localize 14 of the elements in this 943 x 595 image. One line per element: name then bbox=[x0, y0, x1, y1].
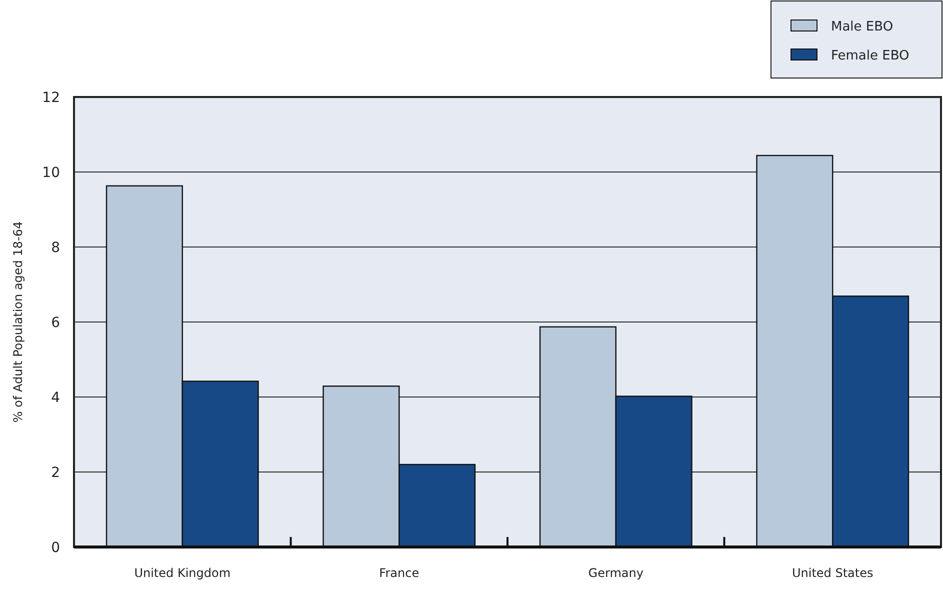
y-tick-label: 2 bbox=[51, 464, 60, 481]
x-tick-label: United Kingdom bbox=[134, 566, 231, 580]
x-tick-label: France bbox=[379, 566, 420, 580]
y-tick-label: 8 bbox=[51, 240, 60, 256]
y-tick-label: 6 bbox=[51, 314, 60, 331]
x-tick-label: United States bbox=[792, 566, 874, 580]
y-tick-label: 4 bbox=[51, 390, 60, 406]
x-tick-label: Germany bbox=[588, 566, 644, 580]
y-tick-label: 10 bbox=[42, 164, 60, 181]
y-tick-label: 12 bbox=[42, 90, 60, 106]
y-axis-title: % of Adult Population aged 18-64 bbox=[11, 221, 25, 423]
legend-label: Female EBO bbox=[831, 48, 910, 64]
y-tick-label: 0 bbox=[51, 540, 60, 556]
legend-label: Male EBO bbox=[831, 20, 894, 35]
